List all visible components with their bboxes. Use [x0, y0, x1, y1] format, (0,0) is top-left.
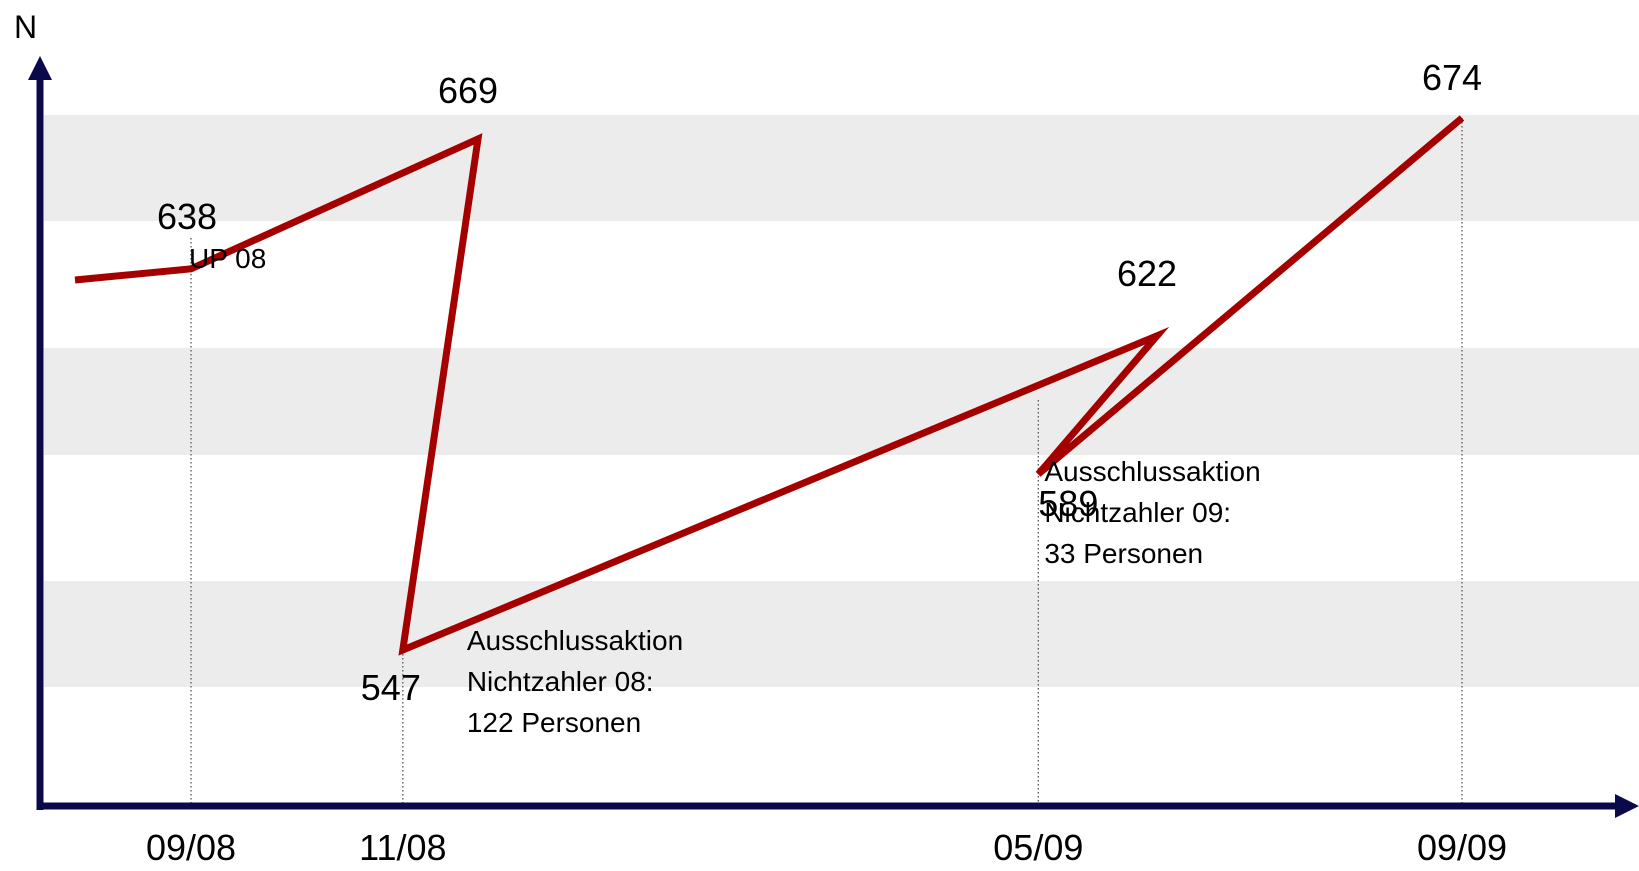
annotation-line: UP 08: [189, 243, 266, 274]
series-line: [74, 115, 1465, 656]
x-tick-labels: 09/08 11/08 05/09 09/09: [146, 827, 1507, 868]
value-label: 669: [438, 70, 498, 111]
annotation-line: 122 Personen: [467, 707, 641, 738]
annotation-line: 33 Personen: [1044, 538, 1203, 569]
value-label: 547: [361, 667, 421, 708]
grid-bands: [44, 115, 1639, 687]
y-axis-label: N: [14, 9, 37, 45]
x-tick-label: 09/09: [1417, 827, 1507, 868]
grid-band: [44, 581, 1639, 687]
value-label: 638: [157, 196, 217, 237]
guide-lines: [190, 118, 1463, 803]
x-tick-label: 05/09: [993, 827, 1083, 868]
value-label: 589: [1038, 483, 1098, 524]
x-axis-arrow: [1615, 794, 1639, 818]
x-tick-label: 11/08: [359, 827, 446, 868]
grid-band: [44, 348, 1639, 455]
annotation-line: Nichtzahler 08:: [467, 666, 654, 697]
annotation-line: Ausschlussaktion: [1044, 456, 1260, 487]
annotation-line: Nichtzahler 09:: [1044, 497, 1231, 528]
y-axis-arrow: [28, 56, 52, 80]
value-label: 622: [1117, 253, 1177, 294]
annotation-line: Ausschlussaktion: [467, 625, 683, 656]
annotations: UP 08 Ausschlussaktion Nichtzahler 08: 122 …: [189, 243, 1261, 738]
grid-band: [44, 115, 1639, 221]
value-labels: 638 669 547 622 589 674: [157, 57, 1482, 708]
value-label: 674: [1422, 57, 1482, 98]
axes: [28, 56, 1639, 818]
x-tick-label: 09/08: [146, 827, 236, 868]
